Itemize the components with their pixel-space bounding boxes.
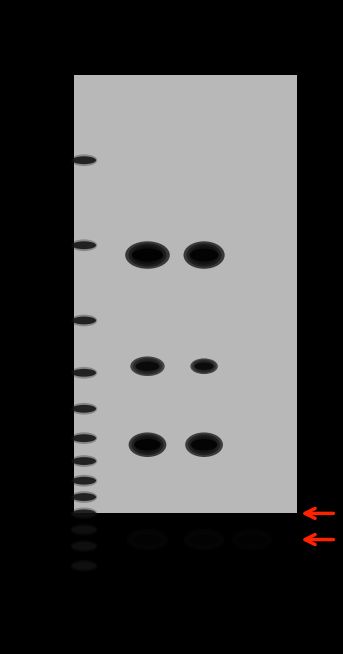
Ellipse shape (71, 239, 97, 251)
Ellipse shape (131, 434, 164, 455)
Ellipse shape (72, 156, 96, 164)
Ellipse shape (190, 245, 218, 265)
Ellipse shape (133, 532, 162, 547)
Ellipse shape (190, 249, 218, 262)
Ellipse shape (129, 432, 166, 457)
Ellipse shape (71, 524, 97, 536)
Ellipse shape (71, 540, 97, 552)
Ellipse shape (71, 491, 97, 503)
Ellipse shape (232, 528, 273, 551)
Ellipse shape (129, 243, 166, 267)
Ellipse shape (241, 534, 263, 545)
Ellipse shape (130, 530, 165, 549)
Ellipse shape (134, 439, 161, 451)
Ellipse shape (194, 361, 214, 371)
Ellipse shape (187, 243, 222, 267)
Ellipse shape (193, 534, 215, 545)
Ellipse shape (193, 247, 215, 263)
Ellipse shape (72, 562, 96, 570)
Ellipse shape (135, 362, 159, 371)
Ellipse shape (191, 436, 217, 453)
Ellipse shape (191, 439, 217, 451)
Ellipse shape (71, 560, 97, 572)
Ellipse shape (136, 534, 159, 545)
Ellipse shape (192, 360, 216, 373)
Ellipse shape (72, 526, 96, 534)
Ellipse shape (72, 477, 96, 485)
Ellipse shape (71, 315, 97, 326)
Ellipse shape (135, 360, 159, 373)
Ellipse shape (185, 432, 223, 457)
Ellipse shape (132, 249, 163, 262)
Ellipse shape (132, 245, 163, 265)
Ellipse shape (71, 367, 97, 379)
Ellipse shape (138, 361, 157, 371)
Ellipse shape (187, 530, 222, 549)
Ellipse shape (235, 530, 270, 549)
Ellipse shape (135, 247, 160, 263)
Ellipse shape (194, 438, 214, 451)
Ellipse shape (190, 532, 218, 547)
Ellipse shape (71, 403, 97, 415)
Ellipse shape (133, 534, 162, 545)
Ellipse shape (72, 457, 96, 465)
Ellipse shape (194, 362, 214, 370)
Ellipse shape (72, 434, 96, 442)
Ellipse shape (190, 358, 218, 374)
Ellipse shape (125, 241, 170, 269)
Ellipse shape (130, 356, 165, 376)
Ellipse shape (72, 369, 96, 377)
Ellipse shape (72, 493, 96, 501)
Ellipse shape (71, 455, 97, 467)
Ellipse shape (72, 405, 96, 413)
FancyBboxPatch shape (74, 75, 297, 513)
Ellipse shape (127, 528, 168, 551)
Ellipse shape (71, 154, 97, 166)
Ellipse shape (72, 317, 96, 324)
Ellipse shape (72, 509, 96, 517)
Ellipse shape (188, 434, 220, 455)
Ellipse shape (184, 528, 225, 551)
Ellipse shape (238, 532, 267, 547)
Ellipse shape (71, 475, 97, 487)
Ellipse shape (134, 436, 161, 453)
Ellipse shape (71, 432, 97, 444)
Ellipse shape (71, 508, 97, 519)
Ellipse shape (184, 241, 225, 269)
Ellipse shape (137, 438, 158, 451)
Ellipse shape (197, 362, 212, 371)
Ellipse shape (133, 358, 162, 375)
Ellipse shape (72, 542, 96, 550)
Ellipse shape (72, 241, 96, 249)
Ellipse shape (190, 534, 218, 545)
Ellipse shape (238, 534, 267, 545)
